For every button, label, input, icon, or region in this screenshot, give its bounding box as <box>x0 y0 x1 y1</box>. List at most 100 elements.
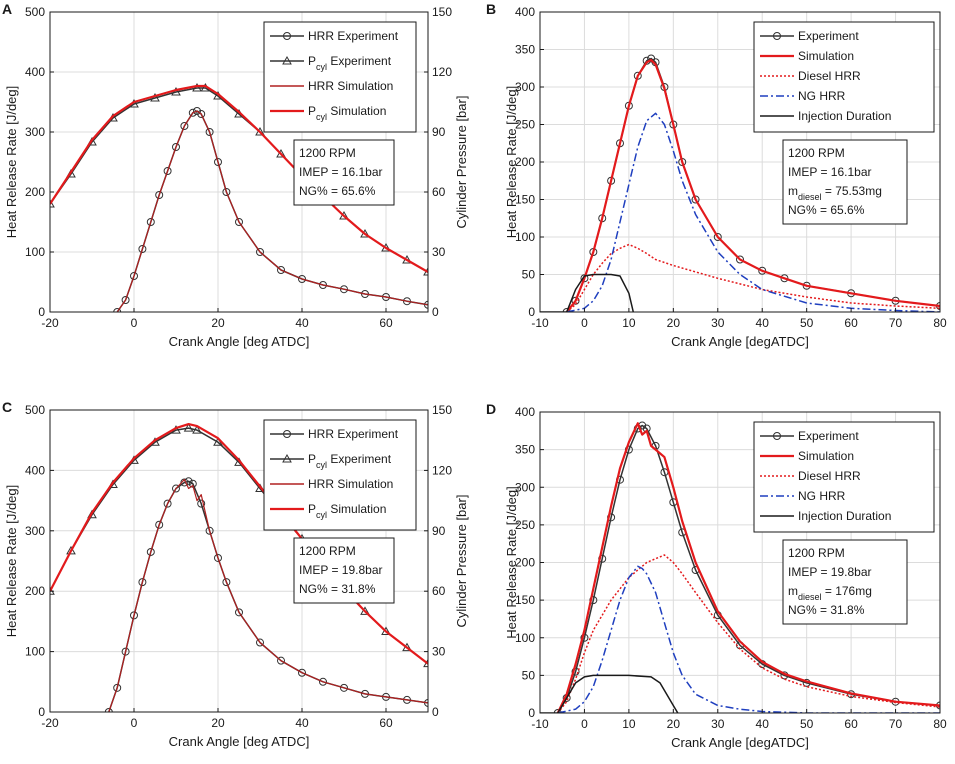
series-hrr-experiment-point <box>277 656 285 665</box>
annotation-line: 1200 RPM <box>788 546 845 560</box>
y-axis-label: Heat Release Rate [J/deg] <box>504 486 519 638</box>
y2-tick-label: 90 <box>432 524 446 538</box>
series-hrr-experiment-point <box>197 499 206 508</box>
x-tick-label: 0 <box>581 717 588 731</box>
y-tick-label: 50 <box>522 668 536 682</box>
x-axis-label: Crank Angle [degATDC] <box>671 735 809 750</box>
legend-label: Injection Duration <box>798 109 891 123</box>
series-hrr-experiment-point <box>298 275 306 283</box>
y-tick-label: 400 <box>25 463 45 477</box>
x-tick-label: 70 <box>889 717 903 731</box>
x-tick-label: 0 <box>131 716 138 730</box>
legend-text: P <box>308 452 316 466</box>
annotation-line: NG% = 65.6% <box>299 184 376 198</box>
legend-text: Simulation <box>327 502 386 516</box>
y-tick-label: 200 <box>515 556 535 570</box>
y2-tick-label: 150 <box>432 5 452 19</box>
x-tick-label: 20 <box>211 316 225 330</box>
legend-text: Experiment <box>327 54 392 68</box>
series-ng-hrr-line <box>557 565 940 713</box>
series-experiment-line <box>557 424 940 713</box>
legend-text: HRR Experiment <box>308 427 399 441</box>
annotation-text: = 75.53mg <box>822 184 882 198</box>
x-tick-label: 60 <box>379 316 393 330</box>
y-tick-label: 100 <box>515 230 535 244</box>
legend-text: HRR Simulation <box>308 79 393 93</box>
series-hrr-experiment-point <box>197 110 206 118</box>
y-tick-label: 300 <box>515 480 535 494</box>
annotation-line: NG% = 31.8% <box>788 603 865 617</box>
legend-text: HRR Simulation <box>308 477 393 491</box>
x-tick-label: 50 <box>800 316 814 330</box>
series-hrr-experiment-point <box>298 668 306 677</box>
panel-letter: B <box>486 1 496 17</box>
series-pcyl-experiment-point <box>183 423 194 432</box>
panel-letter: D <box>486 401 496 417</box>
series-layer <box>540 421 940 713</box>
y-axis-label: Heat Release Rate [J/deg] <box>4 86 19 238</box>
panel-letter: C <box>2 399 12 415</box>
annotation-text: 1200 RPM <box>299 146 356 160</box>
y-tick-label: 200 <box>25 584 45 598</box>
x-tick-label: 70 <box>889 316 903 330</box>
series-layer <box>540 54 940 312</box>
legend-text: Experiment <box>327 452 392 466</box>
x-tick-label: -20 <box>41 316 59 330</box>
annotation-text: = 176mg <box>822 584 872 598</box>
panel-a-chart: -20 0 20 40 6001002003004005000306090120150C… <box>2 1 469 349</box>
series-hrr-experiment-point <box>235 608 243 617</box>
annotation-text: 1200 RPM <box>299 544 356 558</box>
legend-label: NG HRR <box>798 89 846 103</box>
legend-text: P <box>308 104 316 118</box>
y2-tick-label: 60 <box>432 584 446 598</box>
annotation-text: 1200 RPM <box>788 146 845 160</box>
y-tick-label: 500 <box>25 403 45 417</box>
x-tick-label: -20 <box>41 716 59 730</box>
x-tick-label: 50 <box>800 717 814 731</box>
series-hrr-experiment-point <box>163 167 172 175</box>
series-hrr-experiment-point <box>104 708 113 712</box>
y-axis-label: Heat Release Rate [J/deg] <box>4 485 19 637</box>
legend-subscript: cyl <box>316 62 327 72</box>
series-hrr-experiment-point <box>340 285 348 294</box>
x-tick-label: 60 <box>844 717 858 731</box>
panel-d-chart: -10 0 10 20 30 40 50 60 70 8005010015020025030035… <box>486 401 947 750</box>
series-hrr-experiment-point <box>214 158 222 166</box>
series-hrr-experiment-point <box>319 281 327 289</box>
series-hrr-experiment-point <box>319 677 327 686</box>
y-tick-label: 0 <box>38 305 45 319</box>
y-tick-label: 400 <box>515 405 535 419</box>
legend-subscript: cyl <box>316 510 327 520</box>
legend-label: NG HRR <box>798 489 846 503</box>
annotation-box <box>782 539 908 625</box>
annotation-text: m <box>788 584 798 598</box>
series-hrr-experiment-point <box>172 143 180 151</box>
y-tick-label: 0 <box>528 706 535 720</box>
annotation-line: NG% = 65.6% <box>788 203 865 217</box>
series-hrr-experiment-point <box>121 647 130 656</box>
y-tick-label: 250 <box>515 518 535 532</box>
series-pcyl-experiment-point <box>66 545 76 555</box>
legend-text: NG HRR <box>798 89 846 103</box>
y2-tick-label: 30 <box>432 245 446 259</box>
legend-text: Injection Duration <box>798 109 891 123</box>
y2-tick-label: 90 <box>432 125 446 139</box>
annotation-box <box>293 537 395 604</box>
legend-label: Experiment <box>798 429 859 443</box>
annotation-text: m <box>788 184 798 198</box>
y2-tick-label: 120 <box>432 65 452 79</box>
series-injection-duration-line <box>540 273 635 312</box>
legend-label: Pcyl Experiment <box>308 452 392 470</box>
series-pcyl-simulation-line <box>50 84 428 273</box>
legend-marker <box>773 432 781 440</box>
legend-text: P <box>308 54 316 68</box>
series-pcyl-experiment-point <box>192 425 202 434</box>
y-tick-label: 400 <box>25 65 45 79</box>
legend-text: Diesel HRR <box>798 469 861 483</box>
legend-text: P <box>308 502 316 516</box>
legend: Experiment Simulation Diesel HRR NG HRR Inje… <box>753 421 935 533</box>
legend-label: HRR Experiment <box>308 29 399 43</box>
legend-text: Simulation <box>798 449 854 463</box>
